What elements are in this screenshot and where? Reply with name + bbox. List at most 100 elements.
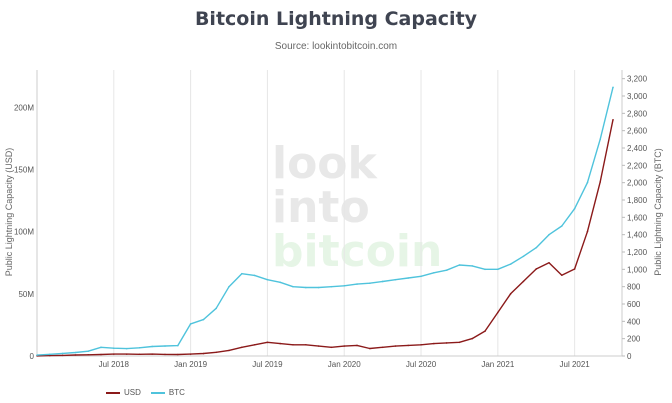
y-tick-right: 1,600 bbox=[627, 213, 648, 222]
data-point-usd bbox=[535, 268, 538, 270]
data-point-usd bbox=[548, 261, 550, 264]
legend-label-btc: BTC bbox=[168, 388, 185, 397]
data-point-usd bbox=[356, 344, 358, 347]
y-axis-left-title: Public Lightning Capacity (USD) bbox=[4, 148, 14, 277]
data-point-btc bbox=[599, 138, 602, 141]
data-point-usd bbox=[164, 353, 166, 356]
data-point-btc bbox=[586, 181, 589, 184]
data-point-btc bbox=[305, 286, 307, 289]
data-point-btc bbox=[420, 275, 422, 278]
data-point-usd bbox=[253, 344, 256, 346]
data-point-usd bbox=[509, 293, 512, 295]
data-point-usd bbox=[420, 344, 422, 346]
data-point-usd bbox=[87, 353, 90, 356]
data-point-btc bbox=[164, 345, 166, 347]
data-point-usd bbox=[228, 349, 230, 352]
data-point-btc bbox=[317, 286, 320, 289]
data-point-btc bbox=[573, 207, 576, 210]
data-point-btc bbox=[522, 255, 525, 258]
data-point-btc bbox=[61, 352, 64, 355]
data-point-btc bbox=[215, 307, 218, 310]
x-tick-label: Jan 2021 bbox=[481, 360, 514, 369]
y-tick-right: 1,200 bbox=[627, 248, 648, 257]
data-point-btc bbox=[381, 280, 384, 283]
data-point-usd bbox=[369, 347, 371, 350]
data-point-usd bbox=[125, 353, 128, 355]
watermark: lookintobitcoin bbox=[272, 138, 442, 277]
data-point-usd bbox=[433, 342, 435, 345]
y-tick-right: 1,000 bbox=[627, 265, 648, 274]
data-point-btc bbox=[138, 346, 141, 349]
data-point-usd bbox=[599, 181, 602, 183]
data-point-btc bbox=[49, 353, 51, 356]
data-point-usd bbox=[561, 274, 563, 276]
data-point-btc bbox=[548, 233, 550, 236]
legend-item-usd[interactable]: USD bbox=[106, 388, 141, 397]
data-point-usd bbox=[317, 345, 320, 347]
data-point-btc bbox=[445, 269, 448, 272]
data-point-btc bbox=[87, 350, 90, 353]
data-point-usd bbox=[74, 354, 77, 356]
grid-lines bbox=[113, 70, 576, 356]
data-point-btc bbox=[330, 285, 333, 288]
data-point-btc bbox=[241, 272, 243, 275]
data-point-usd bbox=[138, 353, 141, 356]
data-point-usd bbox=[497, 311, 499, 314]
data-point-btc bbox=[113, 347, 115, 350]
data-point-usd bbox=[343, 345, 346, 347]
y-tick-left: 150M bbox=[14, 165, 34, 174]
y-tick-right: 3,200 bbox=[627, 75, 648, 84]
y-axis-right-title: Public Lightning Capacity (BTC) bbox=[653, 148, 663, 276]
data-point-usd bbox=[100, 353, 102, 356]
y-tick-right: 2,600 bbox=[627, 127, 648, 136]
data-point-usd bbox=[241, 346, 243, 349]
y-tick-right: 400 bbox=[627, 317, 641, 326]
data-point-btc bbox=[292, 285, 294, 288]
y-tick-left: 200M bbox=[14, 103, 34, 112]
data-point-btc bbox=[253, 274, 256, 277]
data-point-btc bbox=[151, 345, 154, 348]
series-line-btc bbox=[36, 87, 614, 356]
y-tick-left: 100M bbox=[14, 228, 34, 237]
y-tick-right: 2,400 bbox=[627, 144, 648, 153]
x-tick-label: Jul 2021 bbox=[560, 360, 591, 369]
series-lines bbox=[36, 86, 614, 357]
data-point-usd bbox=[215, 351, 218, 354]
data-point-btc bbox=[189, 323, 192, 325]
data-point-btc bbox=[484, 268, 486, 271]
y-tick-right: 2,000 bbox=[627, 179, 648, 188]
y-tick-right: 1,800 bbox=[627, 196, 648, 205]
data-point-btc bbox=[279, 281, 282, 284]
data-point-usd bbox=[330, 346, 333, 349]
y-tick-right: 1,400 bbox=[627, 231, 648, 240]
data-point-btc bbox=[497, 268, 499, 271]
legend-swatch-usd bbox=[106, 391, 120, 394]
data-point-btc bbox=[177, 344, 179, 347]
x-tick-label: Jul 2018 bbox=[99, 360, 130, 369]
data-point-btc bbox=[202, 318, 205, 321]
data-point-usd bbox=[305, 344, 307, 346]
data-point-usd bbox=[61, 354, 64, 357]
data-point-btc bbox=[471, 265, 474, 267]
x-tick-label: Jul 2020 bbox=[406, 360, 437, 369]
data-point-usd bbox=[279, 342, 282, 345]
legend-item-btc[interactable]: BTC bbox=[150, 388, 185, 397]
chart-subtitle: Source: lookintobitcoin.com bbox=[274, 41, 398, 52]
data-point-usd bbox=[522, 280, 525, 283]
data-point-btc bbox=[458, 264, 461, 266]
data-point-usd bbox=[113, 353, 115, 355]
data-point-btc bbox=[125, 347, 128, 350]
series-line-usd bbox=[36, 119, 614, 357]
data-point-btc bbox=[228, 285, 230, 288]
data-point-btc bbox=[433, 272, 435, 274]
data-point-usd bbox=[573, 268, 576, 270]
data-point-usd bbox=[612, 118, 614, 121]
data-point-usd bbox=[49, 354, 51, 357]
watermark-text-0: look bbox=[272, 138, 379, 189]
watermark-text-2: bitcoin bbox=[272, 226, 442, 277]
x-tick-label: Jan 2019 bbox=[174, 360, 207, 369]
y-tick-right: 2,800 bbox=[627, 109, 648, 118]
axes: Jul 2018 Jan 2019 Jul 2019 Jan 2020 Jul 2020… bbox=[14, 70, 648, 369]
data-point-btc bbox=[343, 285, 346, 287]
